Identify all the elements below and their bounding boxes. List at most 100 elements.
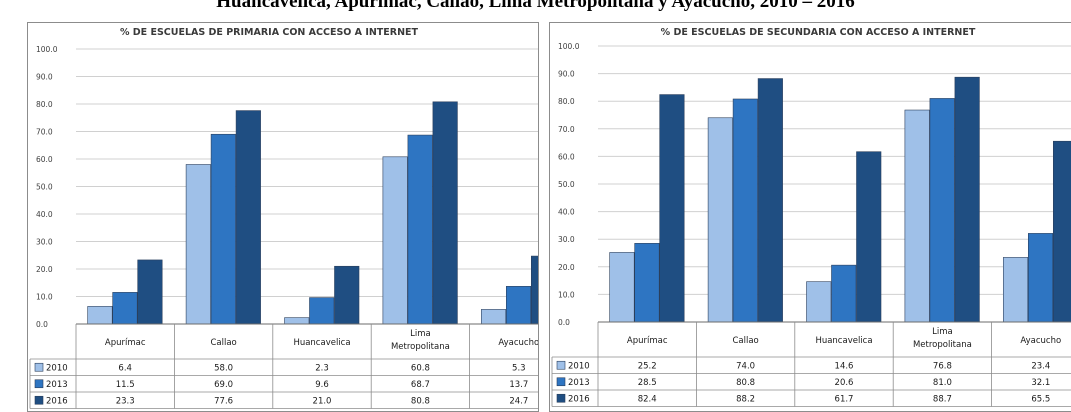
primaria-bar-2016 [137, 259, 163, 325]
secundaria-y-tick-label: 70.0 [558, 125, 575, 134]
page-heading: Huancavelica, Apurímac, Callao, Lima Met… [216, 0, 855, 12]
secundaria-table-cell: 20.6 [835, 378, 854, 388]
primaria-y-tick-label: 20.0 [36, 265, 53, 274]
primaria-chart-title: % DE ESCUELAS DE PRIMARIA CON ACCESO A I… [120, 27, 419, 38]
primaria-table-cell: 11.5 [116, 380, 135, 390]
secundaria-bar-2010 [806, 281, 832, 323]
secundaria-table-cell: 14.6 [835, 361, 854, 371]
secundaria-y-tick-label: 20.0 [558, 263, 575, 272]
secundaria-table-cell: 82.4 [638, 394, 657, 404]
primaria-table-cell: 24.7 [509, 396, 528, 406]
primaria-table-cell: 80.8 [411, 396, 430, 406]
secundaria-category-label: Apurímac [627, 336, 668, 346]
secundaria-y-tick-label: 0.0 [558, 318, 570, 327]
secundaria-legend-swatch-2016 [556, 393, 566, 403]
primaria-table-cell: 58.0 [214, 363, 233, 373]
secundaria-bar-2013 [732, 98, 758, 323]
primaria-table-cell: 69.0 [214, 380, 233, 390]
primaria-bar-2010 [284, 317, 310, 325]
primaria-bar-2013 [407, 134, 433, 325]
secundaria-bar-2010 [904, 109, 930, 323]
primaria-category-label: Ayacucho [498, 338, 539, 348]
secundaria-table-cell: 23.4 [1031, 361, 1050, 371]
primaria-table-cell: 68.7 [411, 380, 430, 390]
secundaria-y-tick-label: 30.0 [558, 235, 575, 244]
primaria-y-tick-label: 100.0 [36, 45, 58, 54]
secundaria-y-tick-label: 100.0 [558, 42, 580, 51]
secundaria-y-tick-label: 40.0 [558, 208, 575, 217]
secundaria-category-label: Huancavelica [815, 336, 872, 346]
primaria-category-label: Metropolitana [391, 342, 450, 352]
secundaria-legend-label: 2013 [568, 378, 590, 388]
primaria-bar-2016 [334, 265, 360, 325]
secundaria-table-cell: 76.8 [933, 361, 952, 371]
primaria-legend-label: 2013 [46, 380, 68, 390]
secundaria-chart-title: % DE ESCUELAS DE SECUNDARIA CON ACCESO A… [661, 27, 976, 38]
primaria-y-tick-label: 30.0 [36, 238, 53, 247]
secundaria-legend-label: 2016 [568, 394, 590, 404]
secundaria-y-tick-label: 10.0 [558, 290, 575, 299]
primaria-bar-2016 [432, 101, 458, 325]
secundaria-table-cell: 88.2 [736, 394, 755, 404]
secundaria-y-tick-label: 90.0 [558, 70, 575, 79]
secundaria-table-cell: 28.5 [638, 378, 657, 388]
primaria-y-tick-label: 80.0 [36, 100, 53, 109]
secundaria-table-cell: 80.8 [736, 378, 755, 388]
primaria-bar-2010 [87, 306, 113, 325]
secundaria-bar-2016 [757, 78, 783, 323]
primaria-chart: % DE ESCUELAS DE PRIMARIA CON ACCESO A I… [29, 27, 539, 409]
secundaria-category-label: Ayacucho [1020, 336, 1061, 346]
secundaria-table-cell: 32.1 [1031, 378, 1050, 388]
secundaria-chart: % DE ESCUELAS DE SECUNDARIA CON ACCESO A… [551, 27, 1071, 407]
secundaria-y-tick-label: 80.0 [558, 97, 575, 106]
primaria-legend-label: 2016 [46, 396, 68, 406]
secundaria-table-cell: 74.0 [736, 361, 755, 371]
secundaria-bar-2010 [1002, 257, 1029, 323]
primaria-y-tick-label: 70.0 [36, 128, 53, 137]
secundaria-category-label: Callao [732, 336, 758, 346]
primaria-table-cell: 21.0 [313, 396, 332, 406]
secundaria-category-label: Lima [932, 327, 953, 337]
primaria-table-cell: 9.6 [315, 380, 329, 390]
primaria-y-tick-label: 60.0 [36, 155, 53, 164]
primaria-chart-panel: % DE ESCUELAS DE PRIMARIA CON ACCESO A I… [27, 22, 539, 412]
primaria-table-cell: 13.7 [509, 380, 528, 390]
secundaria-bar-2016 [659, 94, 685, 323]
primaria-table-cell: 2.3 [315, 363, 329, 373]
primaria-y-tick-label: 10.0 [36, 293, 53, 302]
primaria-y-tick-label: 90.0 [36, 73, 53, 82]
primaria-category-label: Lima [410, 329, 431, 339]
primaria-bar-2013 [505, 286, 532, 325]
primaria-table-cell: 23.3 [116, 396, 135, 406]
primaria-bar-2013 [309, 297, 335, 325]
primaria-bar-2010 [480, 309, 507, 325]
secundaria-table-cell: 25.2 [638, 361, 657, 371]
primaria-bar-2013 [112, 292, 138, 325]
primaria-table-cell: 5.3 [512, 363, 526, 373]
secundaria-table-cell: 88.7 [933, 394, 952, 404]
primaria-bar-2013 [210, 133, 236, 325]
secundaria-legend-swatch-2013 [556, 377, 566, 387]
primaria-legend-label: 2010 [46, 363, 68, 373]
primaria-legend-swatch-2010 [34, 362, 44, 372]
secundaria-bar-2016 [954, 76, 980, 323]
secundaria-bar-2016 [856, 151, 882, 323]
secundaria-y-tick-label: 50.0 [558, 180, 575, 189]
secundaria-category-label: Metropolitana [913, 340, 972, 350]
secundaria-chart-panel: % DE ESCUELAS DE SECUNDARIA CON ACCESO A… [549, 22, 1071, 412]
secundaria-bar-2016 [1052, 140, 1071, 323]
secundaria-y-tick-label: 60.0 [558, 152, 575, 161]
primaria-y-tick-label: 40.0 [36, 210, 53, 219]
secundaria-legend-label: 2010 [568, 361, 590, 371]
secundaria-bar-2013 [929, 98, 955, 323]
primaria-table-cell: 6.4 [118, 363, 132, 373]
secundaria-table-cell: 61.7 [835, 394, 854, 404]
primaria-bar-2010 [185, 164, 211, 325]
primaria-category-label: Callao [210, 338, 236, 348]
secundaria-bar-2013 [831, 264, 857, 323]
primaria-table-cell: 77.6 [214, 396, 233, 406]
primaria-y-tick-label: 50.0 [36, 183, 53, 192]
secundaria-bar-2010 [707, 117, 733, 323]
primaria-category-label: Apurímac [105, 338, 146, 348]
primaria-legend-swatch-2013 [34, 379, 44, 389]
